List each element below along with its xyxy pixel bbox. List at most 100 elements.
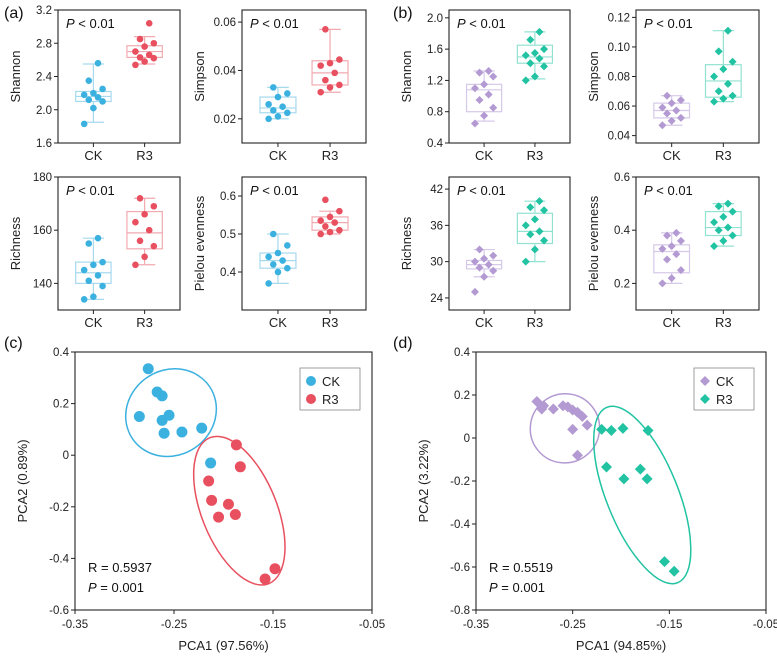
p-value-annotation: P < 0.01 (250, 16, 299, 31)
data-point-r3 (723, 223, 732, 232)
data-point-r3 (326, 59, 334, 67)
data-point-r3 (322, 26, 329, 33)
data-point-r3 (601, 461, 612, 473)
data-point-ck (484, 260, 493, 269)
data-point-ck (538, 400, 550, 412)
y-tick-label: -0.6 (49, 605, 69, 617)
data-point-r3 (326, 213, 334, 221)
p-threshold: < 0.01 (653, 183, 693, 198)
y-tick-label: 0.4 (454, 347, 471, 359)
y-tick-label: 160 (33, 225, 52, 237)
p-symbol: P (250, 183, 259, 198)
plot-frame (635, 176, 760, 311)
data-point-r3 (642, 424, 654, 436)
data-point-r3 (526, 35, 535, 44)
data-point-ck (572, 449, 583, 461)
y-tick-label: 30 (430, 257, 443, 269)
data-point-r3 (728, 57, 737, 66)
data-point-ck (94, 234, 102, 242)
data-point-r3 (710, 218, 719, 227)
data-point-ck (269, 107, 277, 114)
box-plot-1: 1.6 2.0 2.4 2.8 3.2 CK R3 Shannon P < 0.01 (8, 5, 181, 163)
y-tick-label: 1.2 (427, 75, 443, 87)
confidence-ellipse-r3 (592, 405, 692, 585)
data-point-ck (658, 121, 667, 130)
y-tick-label: 0.8 (427, 107, 443, 119)
p-symbol: P (489, 580, 498, 595)
pca-plot-2: -0.35 -0.25 -0.15 -0.05 -0.8 -0.6 -0.4 -0.2 0 0.2… (416, 347, 777, 653)
plot-frame (57, 176, 181, 311)
y-tick-label: 1.6 (427, 44, 443, 56)
data-point-r3 (605, 424, 617, 436)
box-iqr (704, 210, 742, 237)
x-axis-label: PCA1 (94.85%) (576, 638, 666, 653)
data-point-ck (80, 120, 88, 128)
p-threshold: < 0.01 (75, 183, 115, 198)
data-point-ck (475, 263, 484, 272)
data-point-r3 (530, 72, 539, 81)
y-tick-label: 0 (464, 433, 470, 445)
data-point-r3 (331, 69, 339, 77)
data-point-r3 (719, 212, 728, 221)
data-point-r3 (617, 422, 629, 434)
p-symbol: P (66, 183, 75, 198)
data-point-r3 (132, 48, 139, 55)
data-point-ck (265, 115, 272, 123)
data-point-ck (484, 90, 493, 99)
data-point-ck (176, 426, 188, 438)
y-tick-label: -0.6 (450, 562, 470, 574)
y-tick-label: 0.02 (214, 114, 236, 126)
box-plot-4: 0.4 0.5 0.6 CK R3 Pielou evenness P < 0.01 (192, 176, 367, 330)
data-point-ck (489, 266, 498, 275)
data-point-r3 (322, 223, 329, 230)
x-tick-label: -0.05 (753, 619, 777, 631)
data-point-r3 (336, 207, 343, 215)
plot-frame (241, 9, 367, 144)
data-point-ck (581, 419, 593, 431)
data-point-r3 (540, 236, 549, 245)
y-tick-label: 42 (430, 184, 443, 196)
data-point-r3 (331, 219, 339, 226)
x-tick-label: CK (84, 315, 102, 330)
data-point-r3 (322, 76, 329, 84)
data-point-ck (480, 80, 489, 89)
data-point-ck (269, 261, 277, 268)
x-tick-label: -0.15 (656, 619, 682, 631)
y-tick-label: 0.04 (214, 65, 237, 77)
x-tick-label: CK (84, 148, 102, 163)
data-point-ck (470, 84, 479, 93)
data-point-r3 (535, 27, 544, 36)
x-tick-label: -0.05 (359, 619, 385, 631)
data-point-r3 (540, 45, 549, 54)
data-point-ck (80, 91, 88, 99)
data-point-r3 (230, 439, 242, 451)
plot-frame (448, 176, 571, 311)
data-point-r3 (132, 261, 139, 269)
data-point-r3 (728, 91, 737, 100)
data-point-r3 (618, 473, 630, 485)
p-threshold: < 0.01 (75, 16, 115, 31)
y-tick-label: 2.8 (36, 38, 52, 50)
data-point-r3 (596, 423, 608, 435)
data-point-r3 (132, 61, 139, 69)
data-point-ck (265, 280, 272, 287)
y-tick-label: -0.8 (450, 605, 470, 617)
data-point-ck (90, 293, 97, 301)
data-point-ck (99, 85, 106, 93)
data-point-r3 (322, 196, 329, 204)
y-tick-label: 0.6 (220, 191, 236, 203)
data-point-r3 (317, 62, 324, 69)
data-point-r3 (141, 58, 148, 65)
p-value-annotation: P < 0.01 (66, 16, 115, 31)
data-point-ck (99, 282, 106, 290)
data-point-r3 (150, 202, 158, 210)
p-value-annotation: P < 0.01 (457, 183, 506, 198)
data-point-r3 (317, 88, 324, 96)
data-point-ck (470, 287, 479, 296)
data-point-ck (480, 272, 489, 281)
data-point-r3 (259, 573, 271, 585)
p-value-annotation: P < 0.01 (250, 183, 299, 198)
data-point-ck (284, 264, 291, 272)
y-axis-label: Pielou evenness (192, 195, 207, 291)
